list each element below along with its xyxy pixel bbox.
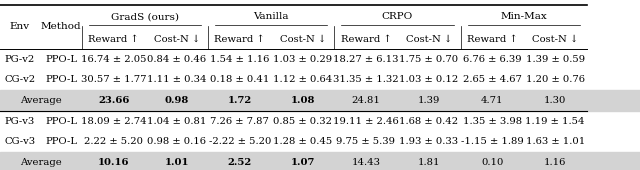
- Text: 1.72: 1.72: [228, 96, 252, 105]
- Text: PPO-L: PPO-L: [45, 137, 77, 146]
- Text: 30.57 ± 1.77: 30.57 ± 1.77: [81, 75, 147, 84]
- Text: 1.54 ± 1.16: 1.54 ± 1.16: [210, 55, 269, 64]
- Text: 4.71: 4.71: [481, 96, 503, 105]
- Text: Cost-N ↓: Cost-N ↓: [280, 35, 326, 44]
- Text: CG-v2: CG-v2: [4, 75, 35, 84]
- Text: 2.52: 2.52: [228, 158, 252, 167]
- Text: Cost-N ↓: Cost-N ↓: [154, 35, 200, 44]
- Text: Cost-N ↓: Cost-N ↓: [532, 35, 579, 44]
- Text: 0.10: 0.10: [481, 158, 503, 167]
- Text: 1.93 ± 0.33: 1.93 ± 0.33: [399, 137, 459, 146]
- Text: 2.65 ± 4.67: 2.65 ± 4.67: [463, 75, 522, 84]
- Text: 31.35 ± 1.32: 31.35 ± 1.32: [333, 75, 399, 84]
- Text: 1.28 ± 0.45: 1.28 ± 0.45: [273, 137, 333, 146]
- Text: 1.35 ± 3.98: 1.35 ± 3.98: [463, 117, 522, 126]
- Text: 7.26 ± 7.87: 7.26 ± 7.87: [211, 117, 269, 126]
- Text: -1.15 ± 1.89: -1.15 ± 1.89: [461, 137, 524, 146]
- Text: 1.12 ± 0.64: 1.12 ± 0.64: [273, 75, 333, 84]
- Text: Reward ↑: Reward ↑: [340, 35, 391, 44]
- Text: PG-v2: PG-v2: [5, 55, 35, 64]
- Bar: [0, 152, 640, 170]
- Text: GradS (ours): GradS (ours): [111, 12, 179, 21]
- Text: 16.74 ± 2.05: 16.74 ± 2.05: [81, 55, 147, 64]
- Text: 1.03 ± 0.12: 1.03 ± 0.12: [399, 75, 459, 84]
- Text: 1.19 ± 1.54: 1.19 ± 1.54: [525, 117, 585, 126]
- Text: 9.75 ± 5.39: 9.75 ± 5.39: [337, 137, 396, 146]
- Text: CRPO: CRPO: [382, 12, 413, 21]
- Text: 1.81: 1.81: [418, 158, 440, 167]
- Text: Reward ↑: Reward ↑: [467, 35, 518, 44]
- Text: PG-v3: PG-v3: [5, 117, 35, 126]
- Text: 0.18 ± 0.41: 0.18 ± 0.41: [210, 75, 269, 84]
- Text: 2.22 ± 5.20: 2.22 ± 5.20: [84, 137, 143, 146]
- Text: 18.09 ± 2.74: 18.09 ± 2.74: [81, 117, 147, 126]
- Text: Reward ↑: Reward ↑: [214, 35, 265, 44]
- Text: 0.84 ± 0.46: 0.84 ± 0.46: [147, 55, 206, 64]
- Text: 14.43: 14.43: [351, 158, 380, 167]
- Text: 1.68 ± 0.42: 1.68 ± 0.42: [399, 117, 459, 126]
- Text: 1.16: 1.16: [544, 158, 566, 167]
- Text: 1.03 ± 0.29: 1.03 ± 0.29: [273, 55, 332, 64]
- Text: 18.27 ± 6.13: 18.27 ± 6.13: [333, 55, 399, 64]
- Text: 6.76 ± 6.39: 6.76 ± 6.39: [463, 55, 522, 64]
- Text: 1.01: 1.01: [164, 158, 189, 167]
- Text: Method: Method: [41, 22, 81, 31]
- Text: 0.98: 0.98: [164, 96, 189, 105]
- Text: 1.07: 1.07: [291, 158, 315, 167]
- Text: Reward ↑: Reward ↑: [88, 35, 139, 44]
- Bar: [0, 90, 640, 111]
- Text: -2.22 ± 5.20: -2.22 ± 5.20: [209, 137, 271, 146]
- Text: 1.04 ± 0.81: 1.04 ± 0.81: [147, 117, 207, 126]
- Text: CG-v3: CG-v3: [4, 137, 35, 146]
- Text: PPO-L: PPO-L: [45, 117, 77, 126]
- Text: PPO-L: PPO-L: [45, 55, 77, 64]
- Text: 1.39 ± 0.59: 1.39 ± 0.59: [525, 55, 585, 64]
- Text: 0.85 ± 0.32: 0.85 ± 0.32: [273, 117, 332, 126]
- Text: 1.11 ± 0.34: 1.11 ± 0.34: [147, 75, 207, 84]
- Text: 1.39: 1.39: [418, 96, 440, 105]
- Text: 1.63 ± 1.01: 1.63 ± 1.01: [525, 137, 585, 146]
- Text: Cost-N ↓: Cost-N ↓: [406, 35, 452, 44]
- Text: Env: Env: [10, 22, 30, 31]
- Text: Average: Average: [20, 158, 62, 167]
- Text: Average: Average: [20, 96, 62, 105]
- Text: 1.08: 1.08: [291, 96, 315, 105]
- Text: 24.81: 24.81: [351, 96, 380, 105]
- Text: 10.16: 10.16: [98, 158, 129, 167]
- Text: 1.20 ± 0.76: 1.20 ± 0.76: [525, 75, 585, 84]
- Text: 1.75 ± 0.70: 1.75 ± 0.70: [399, 55, 459, 64]
- Text: 23.66: 23.66: [98, 96, 129, 105]
- Text: 19.11 ± 2.46: 19.11 ± 2.46: [333, 117, 399, 126]
- Text: PPO-L: PPO-L: [45, 75, 77, 84]
- Text: 1.30: 1.30: [544, 96, 566, 105]
- Text: 0.98 ± 0.16: 0.98 ± 0.16: [147, 137, 206, 146]
- Text: Vanilla: Vanilla: [253, 12, 289, 21]
- Text: Min-Max: Min-Max: [500, 12, 547, 21]
